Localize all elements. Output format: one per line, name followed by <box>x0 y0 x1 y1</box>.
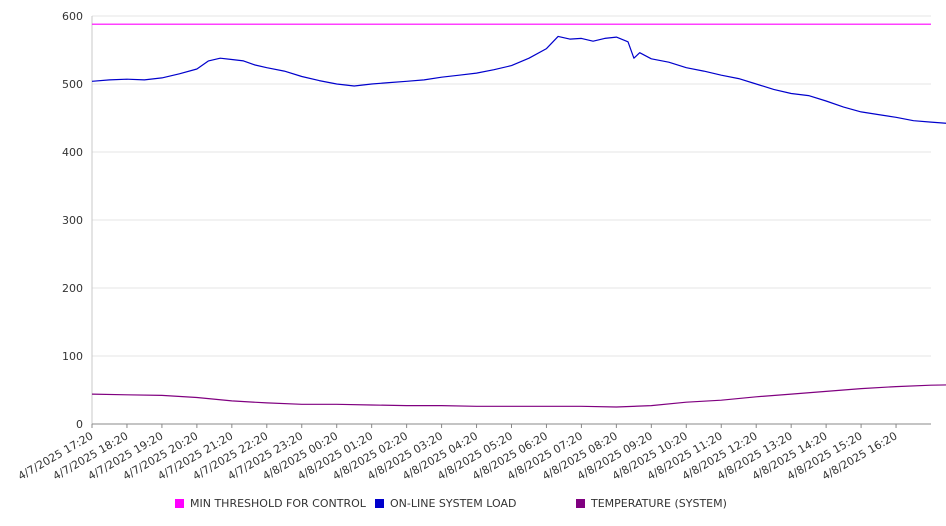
series-line-temperature-system <box>91 384 946 408</box>
x-axis: 4/7/2025 17:204/7/2025 18:204/7/2025 19:… <box>16 423 931 483</box>
series-lines <box>91 23 946 408</box>
legend-swatch <box>576 499 585 508</box>
legend-item: MIN THRESHOLD FOR CONTROL <box>175 497 366 510</box>
y-tick-label: 500 <box>62 78 83 91</box>
y-tick-label: 300 <box>62 214 83 227</box>
legend-label: TEMPERATURE (SYSTEM) <box>591 497 727 510</box>
legend: MIN THRESHOLD FOR CONTROL ON-LINE SYSTEM … <box>0 497 946 515</box>
legend-item: TEMPERATURE (SYSTEM) <box>576 497 727 510</box>
legend-label: MIN THRESHOLD FOR CONTROL <box>190 497 366 510</box>
legend-label: ON-LINE SYSTEM LOAD <box>390 497 517 510</box>
y-tick-label: 200 <box>62 282 83 295</box>
gridlines <box>92 15 931 357</box>
y-axis: 0 100 200 300 400 500 600 <box>62 10 93 431</box>
y-tick-label: 600 <box>62 10 83 23</box>
legend-swatch <box>375 499 384 508</box>
y-tick-label: 0 <box>76 418 83 431</box>
y-tick-label: 100 <box>62 350 83 363</box>
y-tick-label: 400 <box>62 146 83 159</box>
legend-swatch <box>175 499 184 508</box>
legend-item: ON-LINE SYSTEM LOAD <box>375 497 516 510</box>
series-line-on-line-system-load <box>91 35 946 124</box>
